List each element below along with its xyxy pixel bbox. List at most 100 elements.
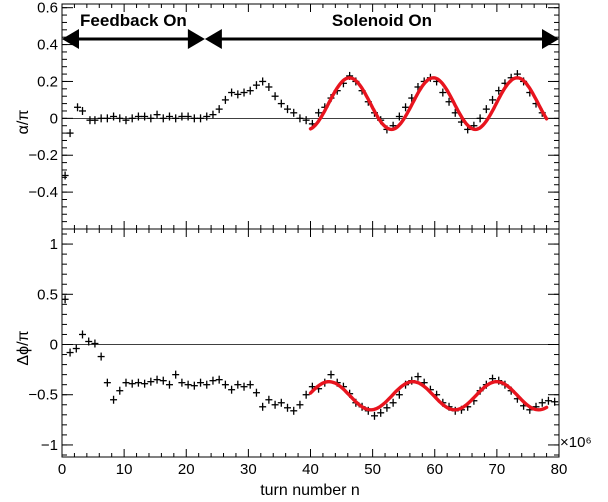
data-point <box>259 402 267 411</box>
data-point <box>97 352 105 361</box>
data-point <box>290 108 298 117</box>
data-point <box>74 103 82 112</box>
data-point <box>538 398 546 407</box>
data-point <box>327 370 335 379</box>
alpha-y-axis-title: α/π <box>15 110 32 135</box>
data-point <box>265 395 273 404</box>
y-tick-label: 0 <box>50 337 58 354</box>
data-point <box>178 112 186 121</box>
data-point <box>221 380 229 389</box>
x-tick-label: 40 <box>302 461 319 478</box>
fit-curve <box>308 76 549 132</box>
x-tick-label: 70 <box>489 461 506 478</box>
x-tick-label: 60 <box>426 461 443 478</box>
data-point <box>445 97 453 106</box>
x-axis-title: turn number n <box>260 482 360 499</box>
data-point <box>240 88 248 97</box>
x-tick-label: 30 <box>240 461 257 478</box>
data-point <box>141 379 149 388</box>
y-tick-label: −0.2 <box>28 147 58 164</box>
data-point <box>159 376 167 385</box>
data-point <box>147 377 155 386</box>
data-point <box>153 110 161 119</box>
data-point <box>165 112 173 121</box>
data-point <box>110 395 118 404</box>
data-point <box>476 114 484 123</box>
data-point <box>265 82 273 91</box>
y-tick-label: 0.4 <box>37 37 58 54</box>
fit-curve <box>308 380 549 412</box>
data-point <box>302 116 310 125</box>
data-point <box>215 375 223 384</box>
data-point <box>66 348 74 357</box>
data-point <box>240 382 248 391</box>
y-tick-label: −0.5 <box>28 387 58 404</box>
data-point <box>147 114 155 123</box>
data-point <box>259 77 267 86</box>
data-point <box>252 81 260 90</box>
data-point <box>159 114 167 123</box>
data-point <box>190 114 198 123</box>
annotation-arrow <box>204 29 559 49</box>
data-point <box>234 90 242 99</box>
data-point <box>62 171 69 180</box>
y-tick-label: 0.5 <box>37 286 58 303</box>
phase-plot-frame <box>61 228 560 458</box>
data-point <box>116 386 124 395</box>
annotation-arrow <box>62 29 205 49</box>
data-point <box>228 385 236 394</box>
data-point <box>172 114 180 123</box>
data-point <box>91 339 99 348</box>
data-point <box>551 397 559 406</box>
data-point <box>395 112 403 121</box>
annotation-label: Feedback On <box>80 11 187 30</box>
data-point <box>234 380 242 389</box>
data-point <box>209 110 217 119</box>
data-point <box>134 112 142 121</box>
alpha-panel: −0.4 −0.2 0 0.2 0.4 0.6 Feedback On Solenoid O… <box>15 0 560 230</box>
data-point <box>85 337 93 346</box>
data-point <box>414 372 422 381</box>
data-point <box>184 380 192 389</box>
data-point <box>246 380 254 389</box>
data-point <box>103 114 111 123</box>
data-point <box>134 378 142 387</box>
data-point <box>197 114 205 123</box>
x-tick-label: 0 <box>58 461 66 478</box>
x-axis-multiplier: ×10⁶ <box>560 434 592 451</box>
y-tick-label: 0.2 <box>37 73 58 90</box>
data-point <box>79 106 87 115</box>
x-tick-label: 20 <box>178 461 195 478</box>
data-point <box>389 398 397 407</box>
data-point <box>122 378 130 387</box>
data-point <box>103 378 111 387</box>
data-point <box>128 114 136 123</box>
data-point <box>72 344 80 353</box>
data-point <box>383 403 391 412</box>
data-point <box>91 116 99 125</box>
data-point <box>228 88 236 97</box>
data-point <box>62 295 69 304</box>
data-point <box>246 86 254 95</box>
y-tick-label: −0.4 <box>28 184 58 201</box>
data-point <box>296 400 304 409</box>
data-point <box>296 114 304 123</box>
data-point <box>284 105 292 114</box>
data-point <box>184 112 192 121</box>
data-point <box>79 330 87 339</box>
data-point <box>315 108 323 117</box>
data-point <box>116 114 124 123</box>
data-point <box>544 396 552 405</box>
data-point <box>172 370 180 379</box>
data-point <box>97 114 105 123</box>
data-point <box>482 105 490 114</box>
data-point <box>165 380 173 389</box>
data-point <box>215 105 223 114</box>
data-point <box>271 92 279 101</box>
data-point <box>178 378 186 387</box>
data-point <box>141 112 149 121</box>
data-point <box>377 408 385 417</box>
phase-panel: −1−0.500.51 0 10 20 30 40 50 60 70 80 Δϕ/π ×10⁶ … <box>15 228 592 499</box>
data-point <box>277 99 285 108</box>
